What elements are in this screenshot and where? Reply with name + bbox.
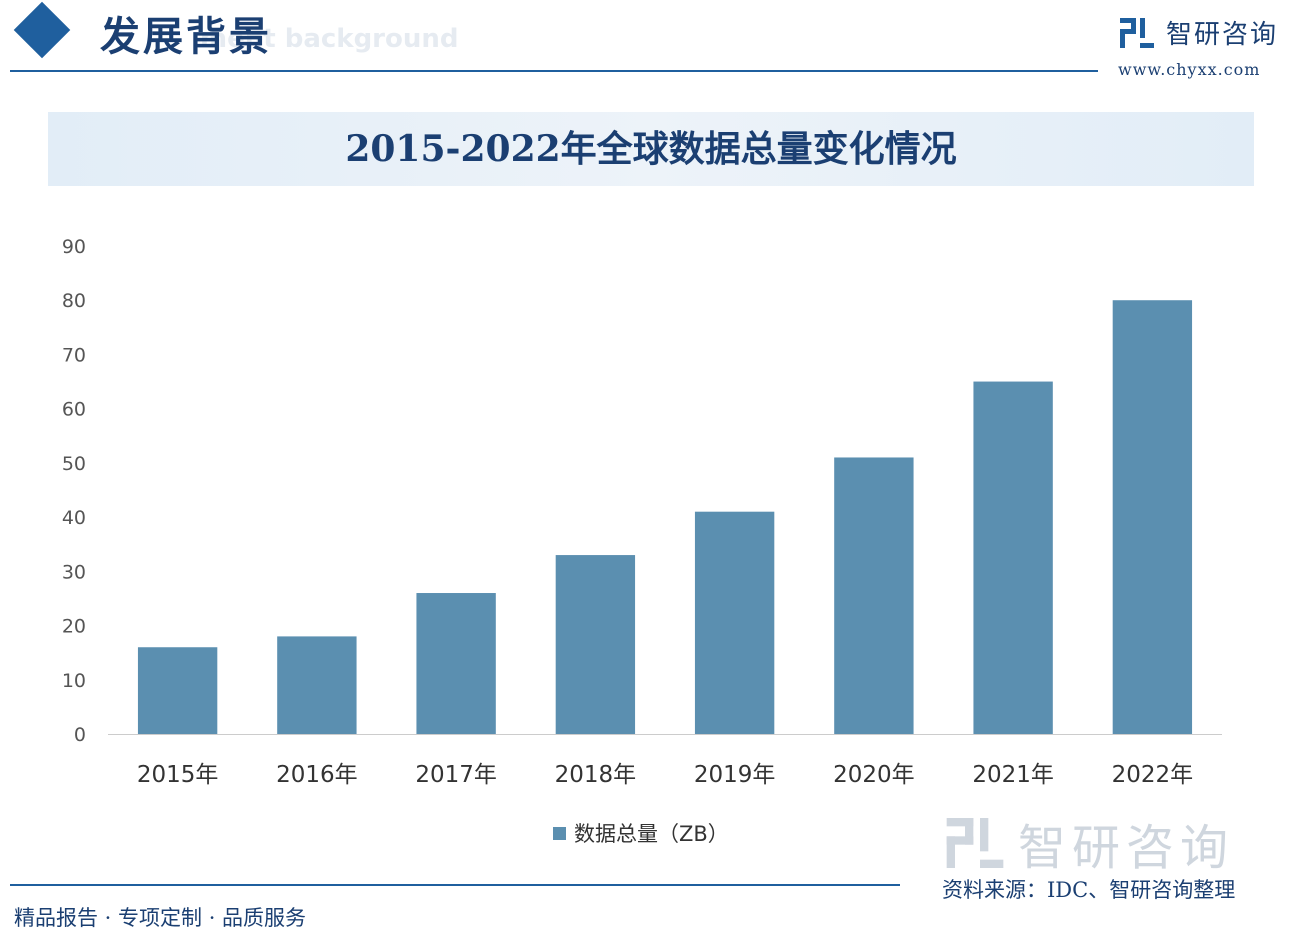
y-tick-label: 70: [62, 344, 86, 366]
bar: [416, 593, 496, 734]
bar: [1112, 300, 1193, 734]
bar: [834, 457, 914, 734]
watermark-text: 智研咨询: [1018, 820, 1235, 876]
y-tick-label: 0: [74, 724, 86, 746]
header-divider: [10, 70, 1098, 72]
section-title: 发展背景: [100, 13, 272, 60]
y-tick-label: 80: [62, 290, 86, 312]
y-tick-label: 20: [62, 616, 86, 638]
y-tick-label: 60: [62, 399, 86, 421]
footer-source: 资料来源：IDC、智研咨询整理: [942, 878, 1236, 902]
watermark-logo-icon: [946, 818, 1004, 868]
y-tick-label: 50: [62, 453, 86, 475]
brand-name: 智研咨询: [1166, 20, 1279, 50]
x-tick-label: 2015年: [137, 762, 219, 788]
x-tick-label: 2020年: [833, 762, 915, 788]
bar: [694, 511, 775, 734]
bar: [137, 647, 218, 734]
x-tick-label: 2022年: [1112, 762, 1194, 788]
brand-url: www.chyxx.com: [1118, 60, 1261, 79]
watermark-brand: 智研咨询: [946, 808, 1234, 878]
x-tick-label: 2019年: [694, 762, 776, 788]
x-tick-label: 2017年: [415, 762, 497, 788]
brand-logo-icon: [1120, 18, 1154, 48]
y-tick-label: 40: [62, 507, 86, 529]
bar: [277, 636, 357, 734]
x-tick-label: 2021年: [972, 762, 1054, 788]
chart-title: 2015-2022年全球数据总量变化情况: [345, 128, 957, 170]
bar: [973, 381, 1053, 734]
header-subtitle-watermark: ment background: [200, 24, 459, 54]
y-tick-label: 90: [62, 236, 86, 258]
footer-slogan: 精品报告 · 专项定制 · 品质服务: [14, 906, 307, 930]
legend-label: 数据总量（ZB）: [574, 822, 729, 846]
chart-title-band: [48, 112, 1254, 186]
footer-divider: [10, 884, 900, 886]
y-tick-label: 30: [62, 561, 86, 583]
bar: [555, 555, 636, 734]
x-tick-label: 2018年: [555, 762, 637, 788]
chart-legend: 数据总量（ZB）: [553, 818, 729, 848]
y-tick-label: 10: [62, 670, 86, 692]
x-tick-label: 2016年: [276, 762, 358, 788]
legend-swatch: [553, 826, 566, 840]
